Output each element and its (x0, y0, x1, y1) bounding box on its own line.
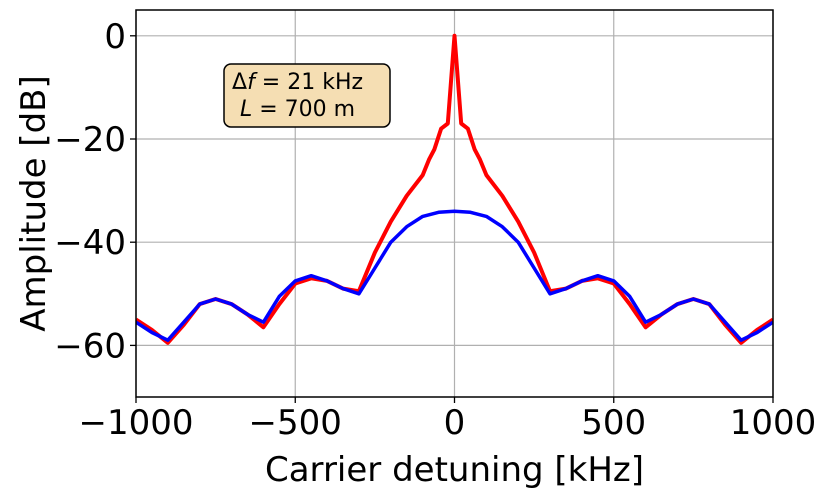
annotation-freq-value: = 21 kHz (255, 70, 363, 95)
x-tick-label: −1000 (78, 403, 193, 443)
x-axis-ticks: −1000 −500 0 500 1000 (78, 397, 816, 443)
x-tick-label: 0 (444, 403, 466, 443)
annotation-line-2: L = 700 m (240, 97, 355, 122)
x-tick-label: 500 (581, 403, 646, 443)
annotation-L: L (240, 97, 252, 122)
annotation-delta: Δ (232, 70, 247, 95)
annotation-length-value: = 700 m (252, 97, 355, 122)
series-line-red (136, 33, 773, 345)
y-axis-ticks: 0 −20 −40 −60 (54, 17, 136, 366)
x-tick-label: −500 (249, 403, 342, 443)
y-axis-label: Amplitude [dB] (14, 75, 54, 331)
x-axis-label: Carrier detuning [kHz] (265, 450, 644, 490)
annotation-f: f (247, 70, 258, 95)
y-tick-label: −60 (54, 326, 126, 366)
series-layer (136, 33, 773, 345)
annotation-line-1: Δf = 21 kHz (232, 70, 363, 95)
y-tick-label: 0 (104, 17, 126, 57)
annotation-box: Δf = 21 kHz L = 700 m (223, 63, 391, 128)
series-line-blue (136, 209, 773, 342)
y-tick-label: −20 (54, 120, 126, 160)
x-tick-label: 1000 (730, 403, 817, 443)
y-tick-label: −40 (54, 223, 126, 263)
annotation-background (223, 63, 391, 128)
